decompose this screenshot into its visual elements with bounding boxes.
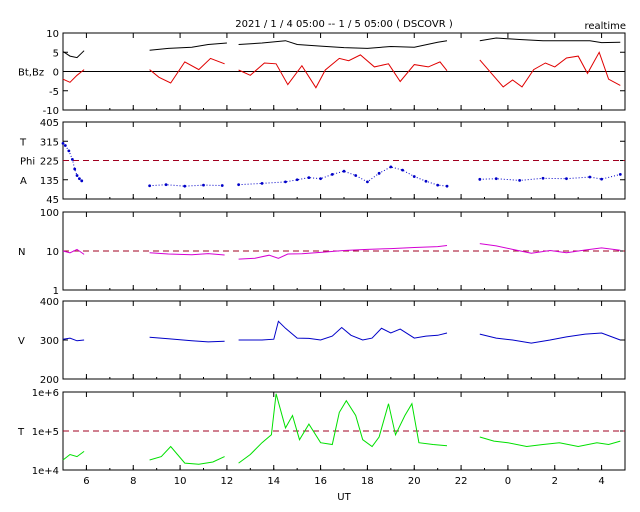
y-tick-label: 400 [40, 297, 59, 308]
y-tick-label: -10 [43, 106, 59, 117]
data-point [61, 141, 65, 145]
series-line [62, 69, 85, 83]
y-tick-label: 1e+6 [32, 388, 59, 399]
y-tick-label: 1e+4 [32, 466, 59, 477]
y-tick-label: 135 [40, 176, 59, 187]
x-tick-label: 2 [552, 476, 558, 487]
series-line [238, 40, 448, 49]
series-line [149, 252, 225, 256]
realtime-label: realtime [584, 21, 626, 32]
x-tick-label: 0 [505, 476, 511, 487]
data-point [319, 177, 322, 181]
series-phi [61, 141, 622, 188]
panel-1: 10 5 0 -5 -10 Bt,Bz [18, 29, 626, 117]
panel-label: V [18, 336, 25, 347]
x-tick-label: 8 [130, 476, 136, 487]
series-line [238, 54, 448, 89]
x-tick-label: 10 [174, 476, 187, 487]
x-tick-label: 4 [598, 476, 604, 487]
y-tick-label: 315 [40, 137, 59, 148]
series-line [238, 393, 448, 464]
panel-frame [62, 300, 626, 380]
series-line [149, 42, 227, 51]
data-point [494, 177, 498, 181]
panel-4: 400 300 200 V [18, 297, 626, 386]
series-trace [238, 166, 448, 187]
series-line [479, 332, 621, 344]
panel-label: T [17, 427, 25, 438]
x-tick-label: 18 [361, 476, 374, 487]
x-tick-label: 16 [314, 476, 327, 487]
panel-label: N [18, 247, 25, 258]
series-line [479, 37, 621, 44]
data-point [401, 168, 404, 172]
y-tick-label: 200 [40, 375, 59, 386]
data-point [565, 177, 568, 181]
x-tick-label: 12 [221, 476, 234, 487]
series-n [62, 243, 621, 260]
y-tick-label: 10 [46, 247, 59, 258]
data-point [80, 179, 84, 183]
series-t [62, 393, 621, 465]
x-axis-label: UT [337, 492, 351, 503]
panel-5: 6 8 10 12 14 16 18 20 22 0 2 4 1e+6 1e+5 1e+4 T [17, 388, 626, 487]
y-tick-label: 45 [46, 195, 59, 206]
x-tick-label: 14 [267, 476, 280, 487]
series-line [238, 320, 448, 341]
data-point [284, 180, 287, 184]
panel-3: 100 10 1 N [18, 208, 626, 297]
data-point [73, 167, 77, 171]
y-tick-label: 5 [53, 48, 59, 59]
y-tick-label: 1e+5 [32, 427, 59, 438]
data-point [307, 176, 311, 180]
y-tick-label: 0 [53, 68, 59, 79]
y-tick-label: 10 [46, 29, 59, 40]
data-point [330, 173, 334, 176]
series-line [479, 51, 621, 88]
panel-label: Bt,Bz [18, 68, 44, 79]
panel-2: 405 315 225 135 45 T Phi A [19, 118, 626, 206]
data-point [295, 178, 299, 182]
panels: 1050-5-10Bt,Bz40531522513545TPhiA100101N… [17, 29, 626, 487]
series-line [479, 436, 621, 448]
series-line [62, 337, 85, 342]
series-trace [149, 184, 223, 187]
panel-label-line: A [20, 176, 27, 187]
y-tick-label: 300 [40, 336, 59, 347]
series-trace [479, 173, 621, 181]
y-tick-label: 1 [53, 286, 59, 297]
x-tick-label: 6 [83, 476, 89, 487]
data-point [164, 183, 168, 187]
y-tick-label: 100 [40, 208, 59, 219]
series-line [149, 445, 225, 465]
data-point [600, 177, 603, 181]
panel-label-line: Phi [20, 157, 35, 168]
series-trace [62, 143, 83, 182]
x-tick-label: 22 [455, 476, 468, 487]
series-line [62, 50, 85, 59]
series-line [62, 450, 85, 461]
series-line [149, 57, 225, 84]
data-point [183, 184, 187, 188]
y-tick-label: 405 [40, 118, 59, 129]
panel-label-line: T [19, 137, 27, 148]
series-line [479, 243, 621, 254]
series-bz [62, 51, 621, 89]
data-point [220, 184, 224, 187]
data-point [445, 184, 449, 188]
series-line [149, 336, 225, 343]
data-point [618, 173, 622, 176]
series-line [238, 245, 448, 260]
data-point [588, 175, 592, 179]
x-tick-label: 20 [408, 476, 421, 487]
y-tick-label: 225 [40, 157, 59, 168]
series-bt [62, 37, 621, 59]
series-v [62, 320, 621, 344]
y-tick-label: -5 [49, 87, 59, 98]
series-line [62, 248, 85, 255]
chart-title: 2021 / 1 / 4 05:00 -- 1 / 5 05:00 ( DSCO… [235, 19, 453, 30]
data-point [260, 181, 264, 185]
